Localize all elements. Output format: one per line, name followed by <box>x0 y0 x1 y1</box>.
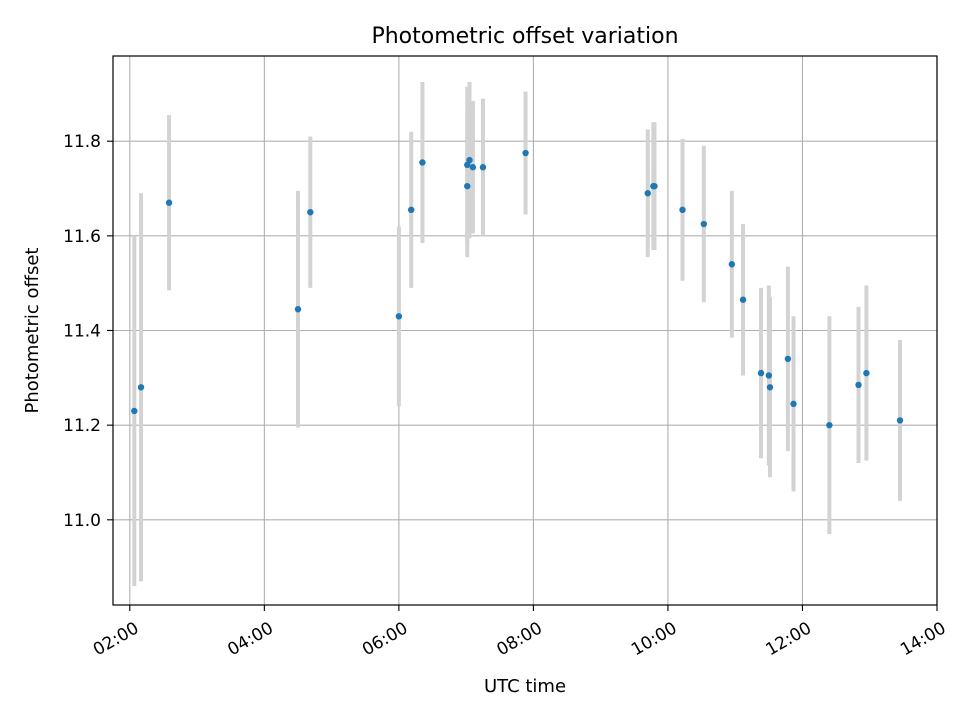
data-point <box>790 400 797 408</box>
data-point <box>679 206 686 214</box>
data-point <box>307 208 314 216</box>
data-point <box>464 182 471 190</box>
data-point <box>739 296 747 303</box>
data-point <box>479 164 487 171</box>
data-point <box>419 159 426 166</box>
data-point <box>395 313 403 320</box>
data-point <box>408 206 415 214</box>
data-point <box>469 164 477 171</box>
y-tick-label: 11.8 <box>63 132 101 152</box>
data-point <box>137 384 145 391</box>
data-point <box>700 220 708 228</box>
y-axis-ticks: 11.0 11.2 11.4 11.6 11.8 <box>63 132 113 531</box>
grid <box>113 56 938 605</box>
data-point <box>855 381 862 389</box>
data-point <box>644 190 651 197</box>
y-tick-label: 11.4 <box>63 322 101 342</box>
data-point <box>863 369 870 377</box>
y-tick-label: 11.6 <box>63 227 101 247</box>
data-point <box>766 384 774 391</box>
data-point <box>651 182 658 190</box>
chart-title: Photometric offset variation <box>371 24 678 49</box>
data-point <box>826 421 833 429</box>
data-point <box>784 355 792 363</box>
data-point <box>757 369 765 377</box>
data-points <box>131 149 904 429</box>
data-point <box>294 306 302 313</box>
data-point <box>522 149 529 157</box>
y-tick-label: 11.0 <box>63 511 101 531</box>
y-tick-label: 11.2 <box>63 416 101 436</box>
data-point <box>896 417 904 424</box>
y-axis-label: Photometric offset <box>22 248 43 414</box>
x-axis-label: UTC time <box>484 676 566 697</box>
data-point <box>765 372 773 379</box>
data-point <box>131 407 138 415</box>
data-point <box>165 199 173 206</box>
data-point <box>466 156 473 164</box>
data-point <box>728 261 736 268</box>
